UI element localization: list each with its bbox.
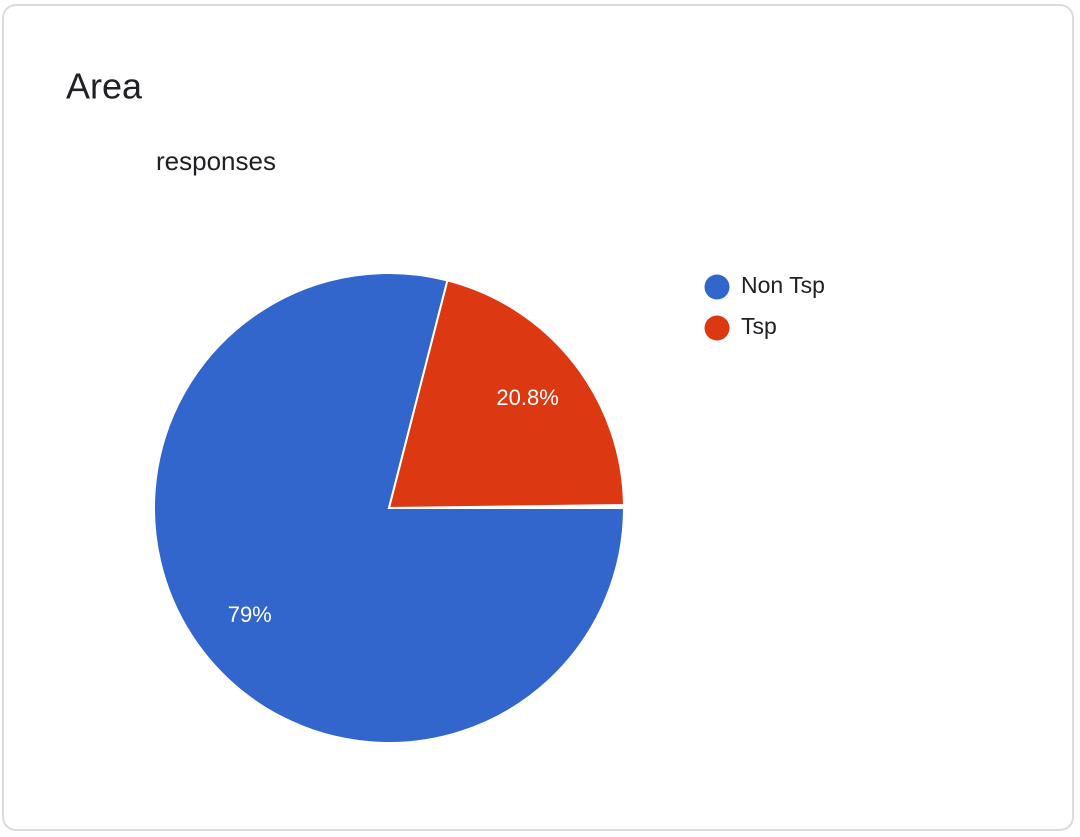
slice-label: 20.8% [496,385,558,410]
legend-label: Non Tsp [741,272,825,298]
legend-label: Tsp [741,313,777,339]
legend-marker [704,315,730,341]
pie-slice [387,279,625,510]
chart-subtitle: responses [156,146,276,176]
legend-marker [704,274,730,300]
slice-label: 79% [228,602,272,627]
chart-title: Area [66,66,143,107]
